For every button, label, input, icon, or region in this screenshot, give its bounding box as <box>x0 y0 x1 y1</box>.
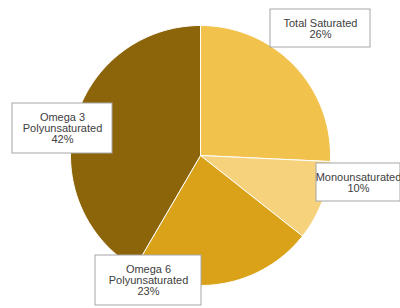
svg-text:Monounsaturated10%: Monounsaturated10% <box>316 171 400 194</box>
svg-text:Omega 6Polyunsaturated23%: Omega 6Polyunsaturated23% <box>109 263 189 297</box>
svg-text:Omega 3Polyunsaturated42%: Omega 3Polyunsaturated42% <box>23 111 103 145</box>
svg-text:Total Saturated26%: Total Saturated26% <box>284 17 358 40</box>
